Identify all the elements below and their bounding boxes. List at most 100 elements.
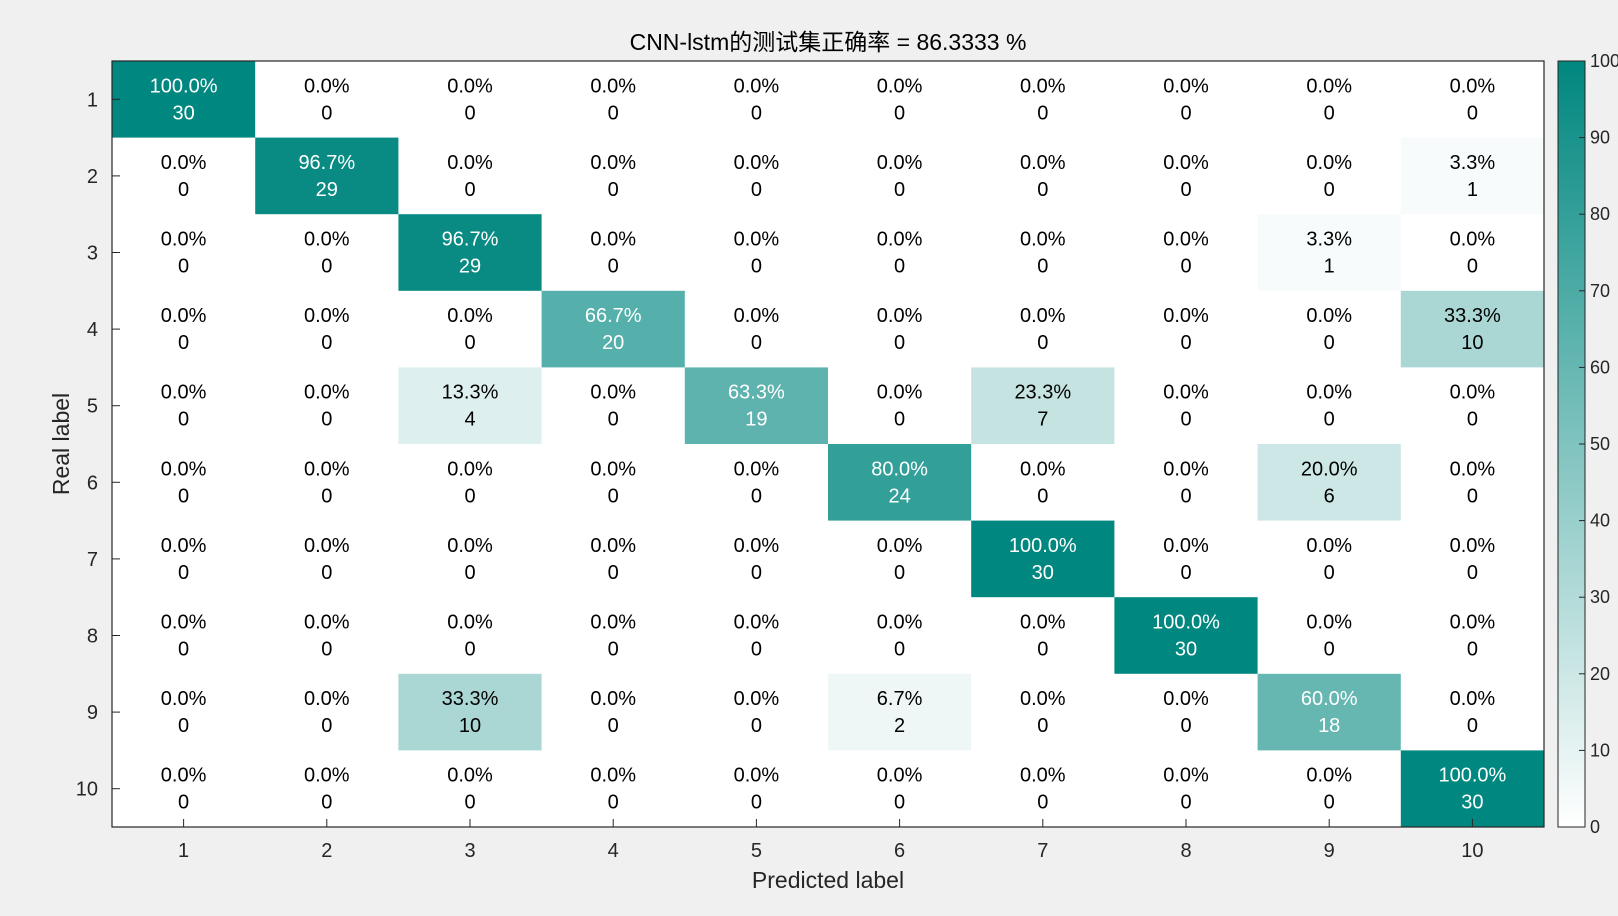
cell-percent-label: 60.0% bbox=[1301, 688, 1358, 710]
cell-count-label: 0 bbox=[1467, 715, 1478, 737]
cell-percent-label: 0.0% bbox=[1306, 75, 1352, 97]
cell-percent-label: 13.3% bbox=[442, 382, 499, 404]
y-tick-label: 2 bbox=[87, 166, 98, 188]
x-axis-ticks: 1 2 3 4 5 6 7 8 9 10 bbox=[178, 819, 1484, 862]
cell-percent-label: 0.0% bbox=[1450, 612, 1496, 634]
cell-r8-c7 bbox=[971, 597, 1115, 675]
cell-r2-c1 bbox=[112, 137, 256, 215]
cell-count-label: 0 bbox=[178, 332, 189, 354]
cell-percent-label: 0.0% bbox=[1306, 535, 1352, 557]
cell-r3-c4 bbox=[541, 214, 686, 292]
x-tick-label: 5 bbox=[751, 840, 762, 862]
cell-percent-label: 0.0% bbox=[1450, 535, 1496, 557]
cell-percent-label: 0.0% bbox=[1450, 688, 1496, 710]
cell-r9-c3 bbox=[398, 673, 543, 751]
cell-percent-label: 0.0% bbox=[304, 382, 350, 404]
y-tick-label: 3 bbox=[87, 243, 98, 265]
cell-count-label: 0 bbox=[751, 102, 762, 124]
cell-count-label: 0 bbox=[321, 485, 332, 507]
cell-count-label: 0 bbox=[464, 179, 475, 201]
cell-r6-c3 bbox=[398, 444, 543, 522]
cell-percent-label: 96.7% bbox=[298, 152, 355, 174]
colorbar-tick-label: 40 bbox=[1590, 511, 1610, 531]
chart-title: CNN-lstm的测试集正确率 = 86.3333 % bbox=[630, 29, 1027, 55]
cell-count-label: 0 bbox=[608, 256, 619, 278]
cell-count-label: 30 bbox=[1032, 562, 1054, 584]
cell-percent-label: 0.0% bbox=[1163, 765, 1209, 787]
cell-count-label: 0 bbox=[1467, 639, 1478, 661]
x-tick-label: 10 bbox=[1461, 840, 1483, 862]
cell-count-label: 10 bbox=[459, 715, 481, 737]
cell-percent-label: 6.7% bbox=[877, 688, 923, 710]
cell-percent-label: 0.0% bbox=[1450, 458, 1496, 480]
x-tick-label: 1 bbox=[178, 840, 189, 862]
cell-count-label: 0 bbox=[894, 179, 905, 201]
cell-percent-label: 0.0% bbox=[877, 765, 923, 787]
cell-count-label: 0 bbox=[1037, 102, 1048, 124]
cell-count-label: 1 bbox=[1324, 256, 1335, 278]
cell-percent-label: 0.0% bbox=[1306, 305, 1352, 327]
cell-count-label: 18 bbox=[1318, 715, 1340, 737]
cell-r7-c10 bbox=[1400, 520, 1545, 598]
cell-percent-label: 0.0% bbox=[877, 305, 923, 327]
cell-percent-label: 0.0% bbox=[590, 458, 636, 480]
colorbar-tick-label: 30 bbox=[1590, 587, 1610, 607]
cell-percent-label: 0.0% bbox=[590, 382, 636, 404]
y-axis-label: Real label bbox=[48, 393, 74, 495]
cell-r3-c10 bbox=[1400, 214, 1545, 292]
cell-percent-label: 0.0% bbox=[447, 305, 493, 327]
cell-r6-c1 bbox=[112, 444, 256, 522]
cell-percent-label: 0.0% bbox=[304, 612, 350, 634]
cell-r2-c3 bbox=[398, 137, 543, 215]
cell-r9-c1 bbox=[112, 673, 256, 751]
cell-count-label: 0 bbox=[894, 256, 905, 278]
cell-r1-c4 bbox=[541, 61, 686, 139]
cell-r7-c6 bbox=[828, 520, 972, 598]
cell-r4-c10 bbox=[1400, 290, 1545, 368]
colorbar-tick-label: 80 bbox=[1590, 204, 1610, 224]
cell-r5-c6 bbox=[828, 367, 972, 445]
cell-percent-label: 0.0% bbox=[1020, 458, 1066, 480]
cell-r5-c8 bbox=[1114, 367, 1259, 445]
cell-r7-c9 bbox=[1257, 520, 1402, 598]
cell-count-label: 0 bbox=[1324, 562, 1335, 584]
cell-count-label: 0 bbox=[1467, 256, 1478, 278]
cell-percent-label: 0.0% bbox=[447, 612, 493, 634]
cell-count-label: 2 bbox=[894, 715, 905, 737]
cell-r5-c10 bbox=[1400, 367, 1545, 445]
colorbar-ticks: 0 10 20 30 40 50 60 70 80 90 100 bbox=[1579, 51, 1618, 837]
cell-percent-label: 80.0% bbox=[871, 458, 928, 480]
cell-percent-label: 0.0% bbox=[590, 765, 636, 787]
cell-percent-label: 0.0% bbox=[734, 535, 780, 557]
cell-count-label: 0 bbox=[178, 485, 189, 507]
cell-percent-label: 0.0% bbox=[1163, 535, 1209, 557]
cell-r4-c7 bbox=[971, 290, 1115, 368]
plot-frame bbox=[111, 60, 1545, 828]
cell-r1-c7 bbox=[971, 61, 1115, 139]
cell-count-label: 0 bbox=[1180, 409, 1191, 431]
cell-r2-c5 bbox=[684, 137, 829, 215]
cell-count-label: 0 bbox=[464, 485, 475, 507]
cell-count-label: 0 bbox=[894, 409, 905, 431]
cell-percent-label: 100.0% bbox=[1438, 765, 1506, 787]
cell-percent-label: 0.0% bbox=[734, 229, 780, 251]
cell-percent-label: 23.3% bbox=[1014, 382, 1071, 404]
cell-r4-c4 bbox=[541, 290, 686, 368]
cell-percent-label: 0.0% bbox=[1306, 765, 1352, 787]
x-tick-label: 8 bbox=[1180, 840, 1191, 862]
cell-r9-c2 bbox=[255, 673, 399, 751]
cell-r2-c7 bbox=[971, 137, 1115, 215]
cell-r4-c6 bbox=[828, 290, 972, 368]
cell-count-label: 10 bbox=[1461, 332, 1483, 354]
cell-r7-c5 bbox=[684, 520, 829, 598]
cell-percent-label: 0.0% bbox=[161, 765, 207, 787]
cell-percent-label: 0.0% bbox=[877, 382, 923, 404]
cell-percent-label: 0.0% bbox=[1020, 765, 1066, 787]
cell-percent-label: 0.0% bbox=[734, 75, 780, 97]
cell-percent-label: 0.0% bbox=[447, 535, 493, 557]
cell-percent-label: 3.3% bbox=[1306, 229, 1352, 251]
cell-count-label: 0 bbox=[751, 715, 762, 737]
cell-percent-label: 0.0% bbox=[161, 458, 207, 480]
y-tick-label: 9 bbox=[87, 702, 98, 724]
cell-r10-c8 bbox=[1114, 750, 1259, 828]
